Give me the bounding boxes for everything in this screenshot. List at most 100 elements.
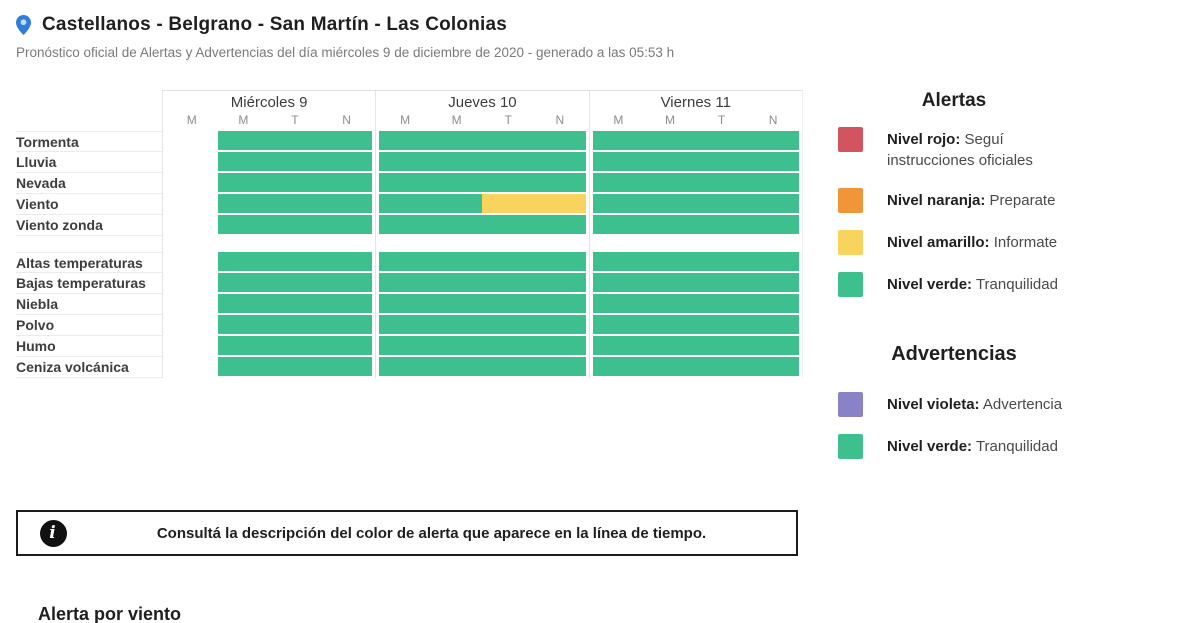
- timeline-cell-green[interactable]: [269, 336, 321, 355]
- timeline-cell-green[interactable]: [644, 357, 696, 376]
- timeline-cell-green[interactable]: [644, 315, 696, 334]
- timeline-cell-green[interactable]: [269, 173, 321, 192]
- timeline-cell-green[interactable]: [482, 215, 535, 234]
- timeline-cell-green[interactable]: [747, 215, 799, 234]
- timeline-cell-green[interactable]: [430, 215, 483, 234]
- timeline-cell-green[interactable]: [695, 273, 748, 292]
- timeline-cell-green[interactable]: [592, 357, 645, 376]
- timeline-cell-green[interactable]: [379, 252, 431, 271]
- timeline-cell-green[interactable]: [269, 152, 321, 171]
- timeline-cell-green[interactable]: [695, 152, 748, 171]
- timeline-cell-green[interactable]: [269, 357, 321, 376]
- timeline-cell-green[interactable]: [534, 294, 586, 313]
- timeline-cell-green[interactable]: [430, 336, 483, 355]
- timeline-cell-green[interactable]: [592, 273, 645, 292]
- timeline-cell-green[interactable]: [379, 336, 431, 355]
- timeline-cell-green[interactable]: [747, 273, 799, 292]
- timeline-cell-green[interactable]: [747, 357, 799, 376]
- timeline-cell-green[interactable]: [269, 294, 321, 313]
- timeline-cell-green[interactable]: [592, 173, 645, 192]
- timeline-cell-green[interactable]: [644, 215, 696, 234]
- timeline-cell-green[interactable]: [695, 252, 748, 271]
- timeline-cell-green[interactable]: [644, 294, 696, 313]
- timeline-cell-green[interactable]: [269, 252, 321, 271]
- timeline-cell-green[interactable]: [320, 173, 373, 192]
- timeline-cell-green[interactable]: [217, 215, 270, 234]
- timeline-cell-green[interactable]: [269, 273, 321, 292]
- timeline-cell-green[interactable]: [592, 131, 645, 150]
- timeline-cell-green[interactable]: [217, 194, 270, 213]
- timeline-cell-green[interactable]: [747, 131, 799, 150]
- timeline-cell-green[interactable]: [379, 194, 431, 213]
- timeline-cell-green[interactable]: [747, 252, 799, 271]
- timeline-cell-green[interactable]: [644, 152, 696, 171]
- timeline-cell-green[interactable]: [695, 315, 748, 334]
- timeline-cell-green[interactable]: [217, 252, 270, 271]
- timeline-cell-green[interactable]: [482, 357, 535, 376]
- timeline-cell-green[interactable]: [592, 215, 645, 234]
- timeline-cell-green[interactable]: [379, 152, 431, 171]
- timeline-cell-green[interactable]: [747, 294, 799, 313]
- timeline-cell-green[interactable]: [217, 173, 270, 192]
- timeline-cell-green[interactable]: [592, 336, 645, 355]
- timeline-cell-green[interactable]: [747, 173, 799, 192]
- timeline-cell-green[interactable]: [482, 152, 535, 171]
- timeline-cell-yellow[interactable]: [534, 194, 586, 213]
- timeline-cell-green[interactable]: [534, 152, 586, 171]
- timeline-cell-green[interactable]: [217, 294, 270, 313]
- timeline-cell-green[interactable]: [534, 357, 586, 376]
- timeline-cell-green[interactable]: [320, 252, 373, 271]
- timeline-cell-green[interactable]: [534, 215, 586, 234]
- timeline-cell-green[interactable]: [430, 294, 483, 313]
- timeline-cell-green[interactable]: [379, 173, 431, 192]
- timeline-cell-green[interactable]: [534, 273, 586, 292]
- timeline-cell-green[interactable]: [320, 131, 373, 150]
- timeline-cell-green[interactable]: [644, 131, 696, 150]
- timeline-cell-green[interactable]: [269, 131, 321, 150]
- timeline-cell-green[interactable]: [430, 131, 483, 150]
- timeline-cell-green[interactable]: [695, 357, 748, 376]
- timeline-cell-green[interactable]: [695, 194, 748, 213]
- timeline-cell-green[interactable]: [217, 273, 270, 292]
- timeline-cell-green[interactable]: [592, 252, 645, 271]
- timeline-cell-green[interactable]: [430, 273, 483, 292]
- timeline-cell-green[interactable]: [379, 357, 431, 376]
- timeline-cell-green[interactable]: [269, 315, 321, 334]
- timeline-cell-green[interactable]: [534, 336, 586, 355]
- timeline-cell-green[interactable]: [430, 252, 483, 271]
- timeline-cell-green[interactable]: [430, 357, 483, 376]
- timeline-cell-green[interactable]: [592, 294, 645, 313]
- timeline-cell-green[interactable]: [320, 152, 373, 171]
- timeline-cell-green[interactable]: [320, 294, 373, 313]
- timeline-cell-green[interactable]: [534, 173, 586, 192]
- timeline-cell-green[interactable]: [320, 215, 373, 234]
- timeline-cell-yellow[interactable]: [482, 194, 535, 213]
- timeline-cell-green[interactable]: [482, 131, 535, 150]
- timeline-cell-green[interactable]: [269, 194, 321, 213]
- timeline-cell-green[interactable]: [430, 315, 483, 334]
- timeline-cell-green[interactable]: [695, 336, 748, 355]
- timeline-cell-green[interactable]: [482, 173, 535, 192]
- timeline-cell-green[interactable]: [379, 294, 431, 313]
- timeline-cell-green[interactable]: [695, 131, 748, 150]
- timeline-cell-green[interactable]: [482, 273, 535, 292]
- timeline-cell-green[interactable]: [320, 336, 373, 355]
- timeline-cell-green[interactable]: [320, 194, 373, 213]
- timeline-cell-green[interactable]: [217, 315, 270, 334]
- timeline-cell-green[interactable]: [644, 173, 696, 192]
- timeline-cell-green[interactable]: [430, 173, 483, 192]
- timeline-cell-green[interactable]: [482, 336, 535, 355]
- timeline-cell-green[interactable]: [534, 252, 586, 271]
- timeline-cell-green[interactable]: [217, 336, 270, 355]
- timeline-cell-green[interactable]: [747, 194, 799, 213]
- timeline-cell-green[interactable]: [592, 315, 645, 334]
- timeline-cell-green[interactable]: [644, 336, 696, 355]
- timeline-cell-green[interactable]: [644, 194, 696, 213]
- timeline-cell-green[interactable]: [379, 315, 431, 334]
- timeline-cell-green[interactable]: [695, 173, 748, 192]
- timeline-cell-green[interactable]: [695, 294, 748, 313]
- timeline-cell-green[interactable]: [320, 357, 373, 376]
- timeline-cell-green[interactable]: [430, 152, 483, 171]
- timeline-cell-green[interactable]: [644, 252, 696, 271]
- timeline-cell-green[interactable]: [430, 194, 483, 213]
